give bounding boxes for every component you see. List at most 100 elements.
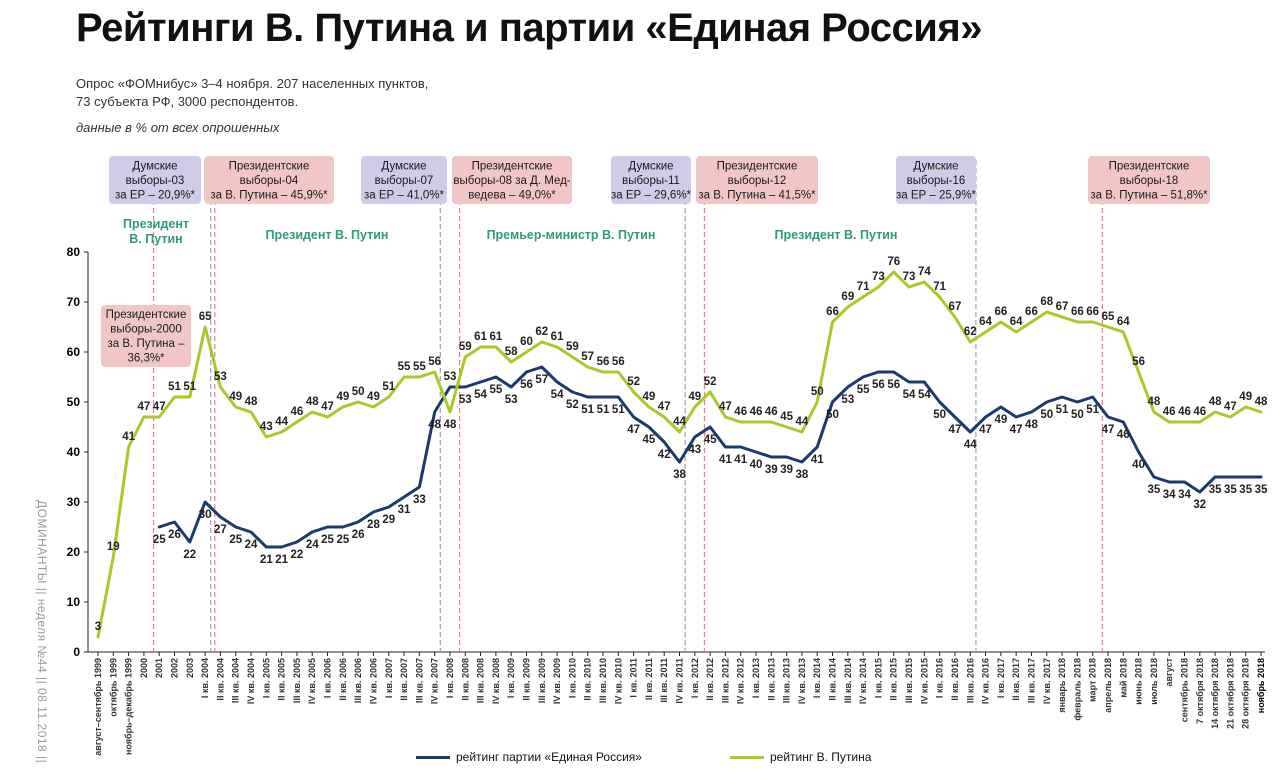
x-tick-label: I кв. 2016 — [935, 658, 945, 698]
x-tick-label: октябрь 1999 — [108, 658, 118, 717]
x-tick-label: III кв. 2006 — [353, 658, 363, 703]
x-tick-label: февраль 2018 — [1072, 658, 1082, 721]
data-label-er: 21 — [275, 554, 288, 566]
data-label-er: 51 — [597, 404, 610, 416]
legend-label-putin: рейтинг В. Путина — [770, 750, 872, 764]
x-tick-label: III кв. 2008 — [476, 658, 486, 703]
x-tick-label: I кв. 2007 — [384, 658, 394, 698]
x-tick-label: II кв. 2015 — [889, 658, 899, 701]
data-label-putin: 53 — [214, 371, 227, 383]
data-label-putin: 48 — [1147, 396, 1160, 408]
data-label-er: 22 — [183, 549, 196, 561]
data-label-putin: 65 — [199, 311, 212, 323]
legend-swatch-putin — [730, 756, 764, 760]
legend-item-putin: рейтинг В. Путина — [730, 750, 871, 764]
x-tick-label: I кв. 2015 — [873, 658, 883, 698]
data-label-er: 50 — [1071, 409, 1084, 421]
data-label-er: 45 — [704, 434, 717, 446]
event-box-text: Думские — [913, 160, 958, 172]
data-label-putin: 49 — [229, 391, 242, 403]
data-label-putin: 46 — [750, 406, 763, 418]
data-label-er: 47 — [1010, 424, 1023, 436]
x-tick-label: 2000 — [139, 658, 149, 678]
data-label-er: 50 — [826, 409, 839, 421]
x-tick-label: май 2018 — [1118, 658, 1128, 698]
x-tick-label: II кв. 2017 — [1011, 658, 1021, 701]
data-label-putin: 50 — [352, 386, 365, 398]
event-box-text: Президентские — [106, 309, 187, 321]
data-label-putin: 61 — [551, 331, 564, 343]
event-box-red: Президентские выборы-12 за В. Путина – 41,… — [696, 156, 818, 204]
event-box-text: выборы-2000 — [110, 324, 181, 336]
event-box-text: выборы-18 — [1120, 175, 1179, 187]
x-tick-label: II кв. 2009 — [521, 658, 531, 701]
data-label-putin: 48 — [444, 419, 457, 431]
data-label-putin: 66 — [994, 306, 1007, 318]
x-tick-label: I кв. 2004 — [200, 658, 210, 698]
data-label-putin: 49 — [367, 391, 380, 403]
event-box-text: ведева – 49,0%* — [468, 189, 556, 201]
x-tick-label: ноябрь 2018 — [1256, 658, 1266, 713]
x-tick-label: IV кв. 2011 — [675, 658, 685, 704]
data-label-putin: 47 — [321, 401, 334, 413]
event-box-text: 36,3%* — [127, 353, 165, 365]
data-label-er: 51 — [581, 404, 594, 416]
x-tick-label: март 2018 — [1088, 658, 1098, 702]
data-label-er: 25 — [229, 534, 242, 546]
data-label-putin: 62 — [535, 326, 548, 338]
data-label-er: 47 — [1102, 424, 1115, 436]
data-label-putin: 73 — [872, 271, 885, 283]
data-label-er: 53 — [459, 394, 472, 406]
subtitle-line-2: 73 субъекта РФ, 3000 респондентов. — [76, 94, 299, 109]
data-label-er: 51 — [1056, 404, 1069, 416]
data-label-putin: 65 — [1102, 311, 1115, 323]
data-label-er: 39 — [765, 464, 778, 476]
x-tick-label: II кв. 2012 — [705, 658, 715, 701]
legend-label-er: рейтинг партии «Единая Россия» — [456, 750, 642, 764]
data-label-putin: 66 — [1086, 306, 1099, 318]
y-tick-label: 60 — [67, 345, 81, 359]
x-tick-label: I кв. 2010 — [567, 658, 577, 698]
event-box-purple: Думские выборы-03 за ЕР – 20,9%* — [109, 156, 201, 204]
data-label-putin: 51 — [382, 381, 395, 393]
data-label-putin: 71 — [933, 281, 946, 293]
data-label-putin: 73 — [903, 271, 916, 283]
x-tick-label: IV кв. 2013 — [797, 658, 807, 704]
data-label-putin: 46 — [765, 406, 778, 418]
x-tick-label: 28 октября 2018 — [1241, 658, 1251, 729]
x-tick-label: 7 октября 2018 — [1195, 658, 1205, 724]
data-label-er: 25 — [336, 534, 349, 546]
data-label-er: 40 — [1132, 459, 1145, 471]
data-label-er: 44 — [964, 439, 977, 451]
y-tick-label: 70 — [67, 295, 81, 309]
event-box-purple: Думские выборы-07 за ЕР – 41,0%* — [361, 156, 447, 204]
x-tick-label: 14 октября 2018 — [1210, 658, 1220, 729]
y-tick-label: 10 — [67, 595, 81, 609]
data-label-putin: 61 — [474, 331, 487, 343]
data-label-putin: 48 — [1209, 396, 1222, 408]
data-label-er: 47 — [979, 424, 992, 436]
period-label: Президент В. Путин — [775, 228, 898, 242]
x-tick-label: 2003 — [185, 658, 195, 678]
data-label-putin: 69 — [841, 291, 854, 303]
y-tick-label: 30 — [67, 495, 81, 509]
data-label-putin: 49 — [336, 391, 349, 403]
series-line-putin — [96, 270, 1263, 639]
data-label-putin: 56 — [1132, 356, 1145, 368]
data-label-er: 51 — [612, 404, 625, 416]
data-label-er: 56 — [887, 379, 900, 391]
data-label-er: 22 — [291, 549, 304, 561]
data-label-putin: 74 — [918, 266, 931, 278]
data-label-putin: 64 — [979, 316, 992, 328]
x-tick-label: I кв. 2011 — [629, 658, 639, 698]
x-tick-label: IV кв. 2009 — [552, 658, 562, 704]
event-box-text: за ЕР – 25,9%* — [896, 189, 977, 201]
event-box-bg — [452, 156, 572, 204]
data-label-putin: 46 — [1193, 406, 1206, 418]
data-label-putin: 62 — [964, 326, 977, 338]
data-label-er: 54 — [918, 389, 931, 401]
data-label-er: 54 — [903, 389, 916, 401]
data-label-putin: 49 — [1239, 391, 1252, 403]
x-tick-label: 2002 — [170, 658, 180, 678]
